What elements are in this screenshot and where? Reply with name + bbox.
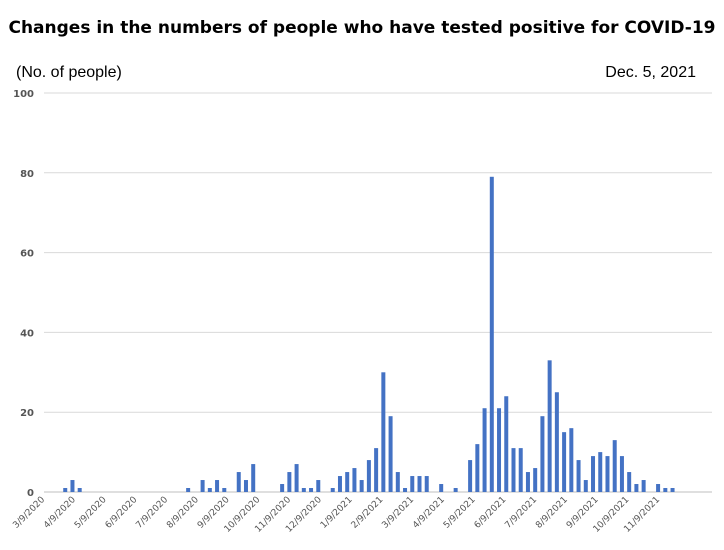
bar [475, 444, 480, 492]
x-tick-labels: 3/9/20204/9/20205/9/20206/9/20207/9/2020… [11, 495, 662, 535]
bar [388, 416, 393, 492]
bar [63, 488, 68, 492]
bar [381, 372, 386, 492]
bar [316, 480, 321, 492]
bar [359, 480, 364, 492]
bar [77, 488, 82, 492]
x-tick-label: 7/9/2021 [503, 495, 539, 531]
bar [641, 480, 646, 492]
y-tick-label: 100 [13, 89, 34, 100]
bar [330, 488, 335, 492]
bar [410, 476, 415, 492]
bar [345, 472, 350, 492]
bar [280, 484, 285, 492]
bar [489, 176, 494, 493]
y-tick-label: 60 [20, 249, 34, 260]
bar [243, 480, 248, 492]
bar [605, 456, 610, 492]
bar [439, 484, 444, 492]
y-tick-label: 40 [20, 328, 34, 339]
x-tick-label: 5/9/2021 [442, 495, 478, 531]
bar [583, 480, 588, 492]
chart-title: Changes in the numbers of people who hav… [8, 18, 716, 38]
bar [663, 488, 668, 492]
y-axis-unit-label: (No. of people) [16, 64, 122, 81]
bar [395, 472, 400, 492]
bar [518, 448, 523, 492]
bar [540, 416, 545, 492]
bar [482, 408, 487, 492]
x-tick-label: 7/9/2020 [134, 495, 170, 531]
bar [497, 408, 502, 492]
bar [525, 472, 530, 492]
bar [612, 440, 617, 492]
bar [424, 476, 429, 492]
gridlines [44, 92, 712, 493]
bar [511, 448, 516, 492]
bar [591, 456, 596, 492]
bar [352, 468, 357, 492]
bar [215, 480, 220, 492]
bar [207, 488, 212, 492]
bar [619, 456, 624, 492]
x-tick-label: 4/9/2020 [42, 495, 78, 531]
bar [634, 484, 639, 492]
bar [200, 480, 205, 492]
bar [403, 488, 408, 492]
y-tick-label: 80 [20, 169, 34, 180]
bar [533, 468, 538, 492]
bar [547, 360, 552, 492]
x-tick-label: 8/9/2020 [165, 495, 201, 531]
bar [627, 472, 632, 492]
bars [63, 176, 675, 493]
x-tick-label: 4/9/2021 [411, 495, 447, 531]
bar [468, 460, 473, 492]
x-tick-label: 6/9/2021 [473, 495, 509, 531]
x-tick-label: 3/9/2020 [11, 495, 47, 531]
bar [70, 480, 75, 492]
bar [453, 488, 458, 492]
y-tick-labels: 0 20 40 60 80 100 [13, 89, 34, 499]
bar [656, 484, 661, 492]
x-tick-label: 5/9/2020 [73, 495, 109, 531]
bar [287, 472, 292, 492]
bar [670, 488, 675, 492]
y-tick-label: 20 [20, 408, 34, 419]
bar [554, 392, 559, 492]
bar [562, 432, 567, 492]
x-tick-label: 1/9/2021 [319, 495, 355, 531]
bar [374, 448, 379, 492]
bar [598, 452, 603, 492]
bar [294, 464, 299, 492]
bar [576, 460, 581, 492]
bar [186, 488, 191, 492]
x-tick-label: 3/9/2021 [380, 495, 416, 531]
bar [417, 476, 422, 492]
x-tick-label: 6/9/2020 [104, 495, 140, 531]
bar [222, 488, 227, 492]
bar [569, 428, 574, 492]
bar [236, 472, 241, 492]
bar [337, 476, 342, 492]
bar [251, 464, 256, 492]
bar [309, 488, 314, 492]
bar [366, 460, 371, 492]
bar [301, 488, 306, 492]
y-tick-label: 0 [27, 488, 34, 499]
as-of-date: Dec. 5, 2021 [605, 64, 696, 81]
x-tick-label: 8/9/2021 [534, 495, 570, 531]
bar [504, 396, 509, 492]
x-tick-label: 2/9/2021 [350, 495, 386, 531]
